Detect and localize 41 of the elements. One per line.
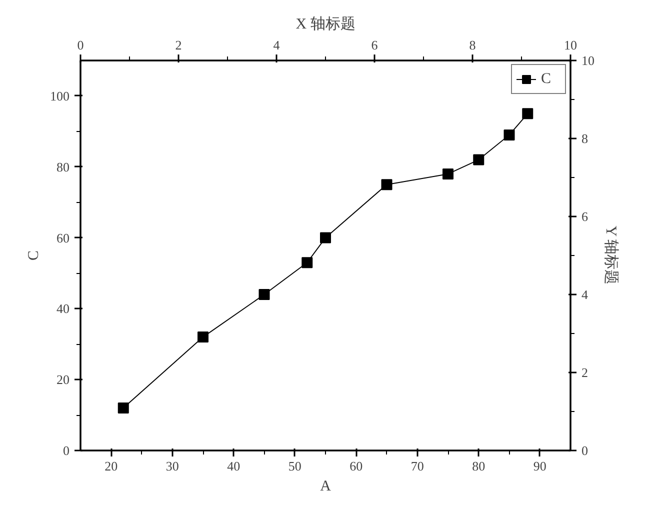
y2-tick-label: 2 (582, 365, 588, 380)
x2-tick-label: 0 (77, 38, 84, 52)
point (198, 332, 208, 343)
x2-tick-label: 10 (564, 38, 577, 52)
x-tick-label: 20 (104, 458, 118, 474)
y-tick-label: 60 (56, 230, 70, 246)
legend-label: C (541, 70, 552, 88)
x-tick-label: 50 (288, 458, 302, 474)
point (302, 257, 313, 268)
x-tick-label: 90 (533, 458, 546, 474)
x-tick-label: 70 (410, 458, 424, 474)
x2-tick-label: 8 (469, 38, 476, 52)
x-axis-title: A (320, 478, 332, 494)
y2-tick-label: 10 (582, 53, 594, 68)
y-tick-label: 40 (56, 301, 70, 316)
y-tick-label: 80 (56, 159, 70, 174)
y2-tick-label: 4 (582, 287, 588, 302)
point (118, 402, 129, 414)
x2-tick-label: 6 (371, 38, 378, 52)
x-tick-label: 80 (472, 458, 486, 474)
y2-tick-label: 6 (582, 209, 588, 224)
x-tick-label: 60 (350, 458, 363, 474)
x-tick-label: 30 (166, 458, 179, 474)
point (258, 289, 270, 300)
y-tick-label: 20 (56, 372, 70, 388)
point (473, 154, 484, 166)
x2-tick-label: 2 (175, 38, 182, 52)
point (504, 129, 515, 140)
point (381, 179, 392, 190)
y2-tick-label: 0 (582, 443, 588, 458)
point (442, 168, 454, 180)
point (522, 108, 534, 120)
x-tick-label: 40 (227, 458, 240, 474)
y2-axis-title: Y 轴标题 (602, 226, 620, 285)
y2-tick-label: 8 (582, 131, 588, 146)
y-tick-label: 100 (50, 88, 70, 104)
x2-axis-title: X 轴标题 (296, 16, 356, 32)
y-tick-label: 0 (63, 443, 70, 458)
point (320, 232, 331, 244)
x2-tick-label: 4 (273, 38, 280, 52)
y-axis-title: C (26, 250, 42, 260)
